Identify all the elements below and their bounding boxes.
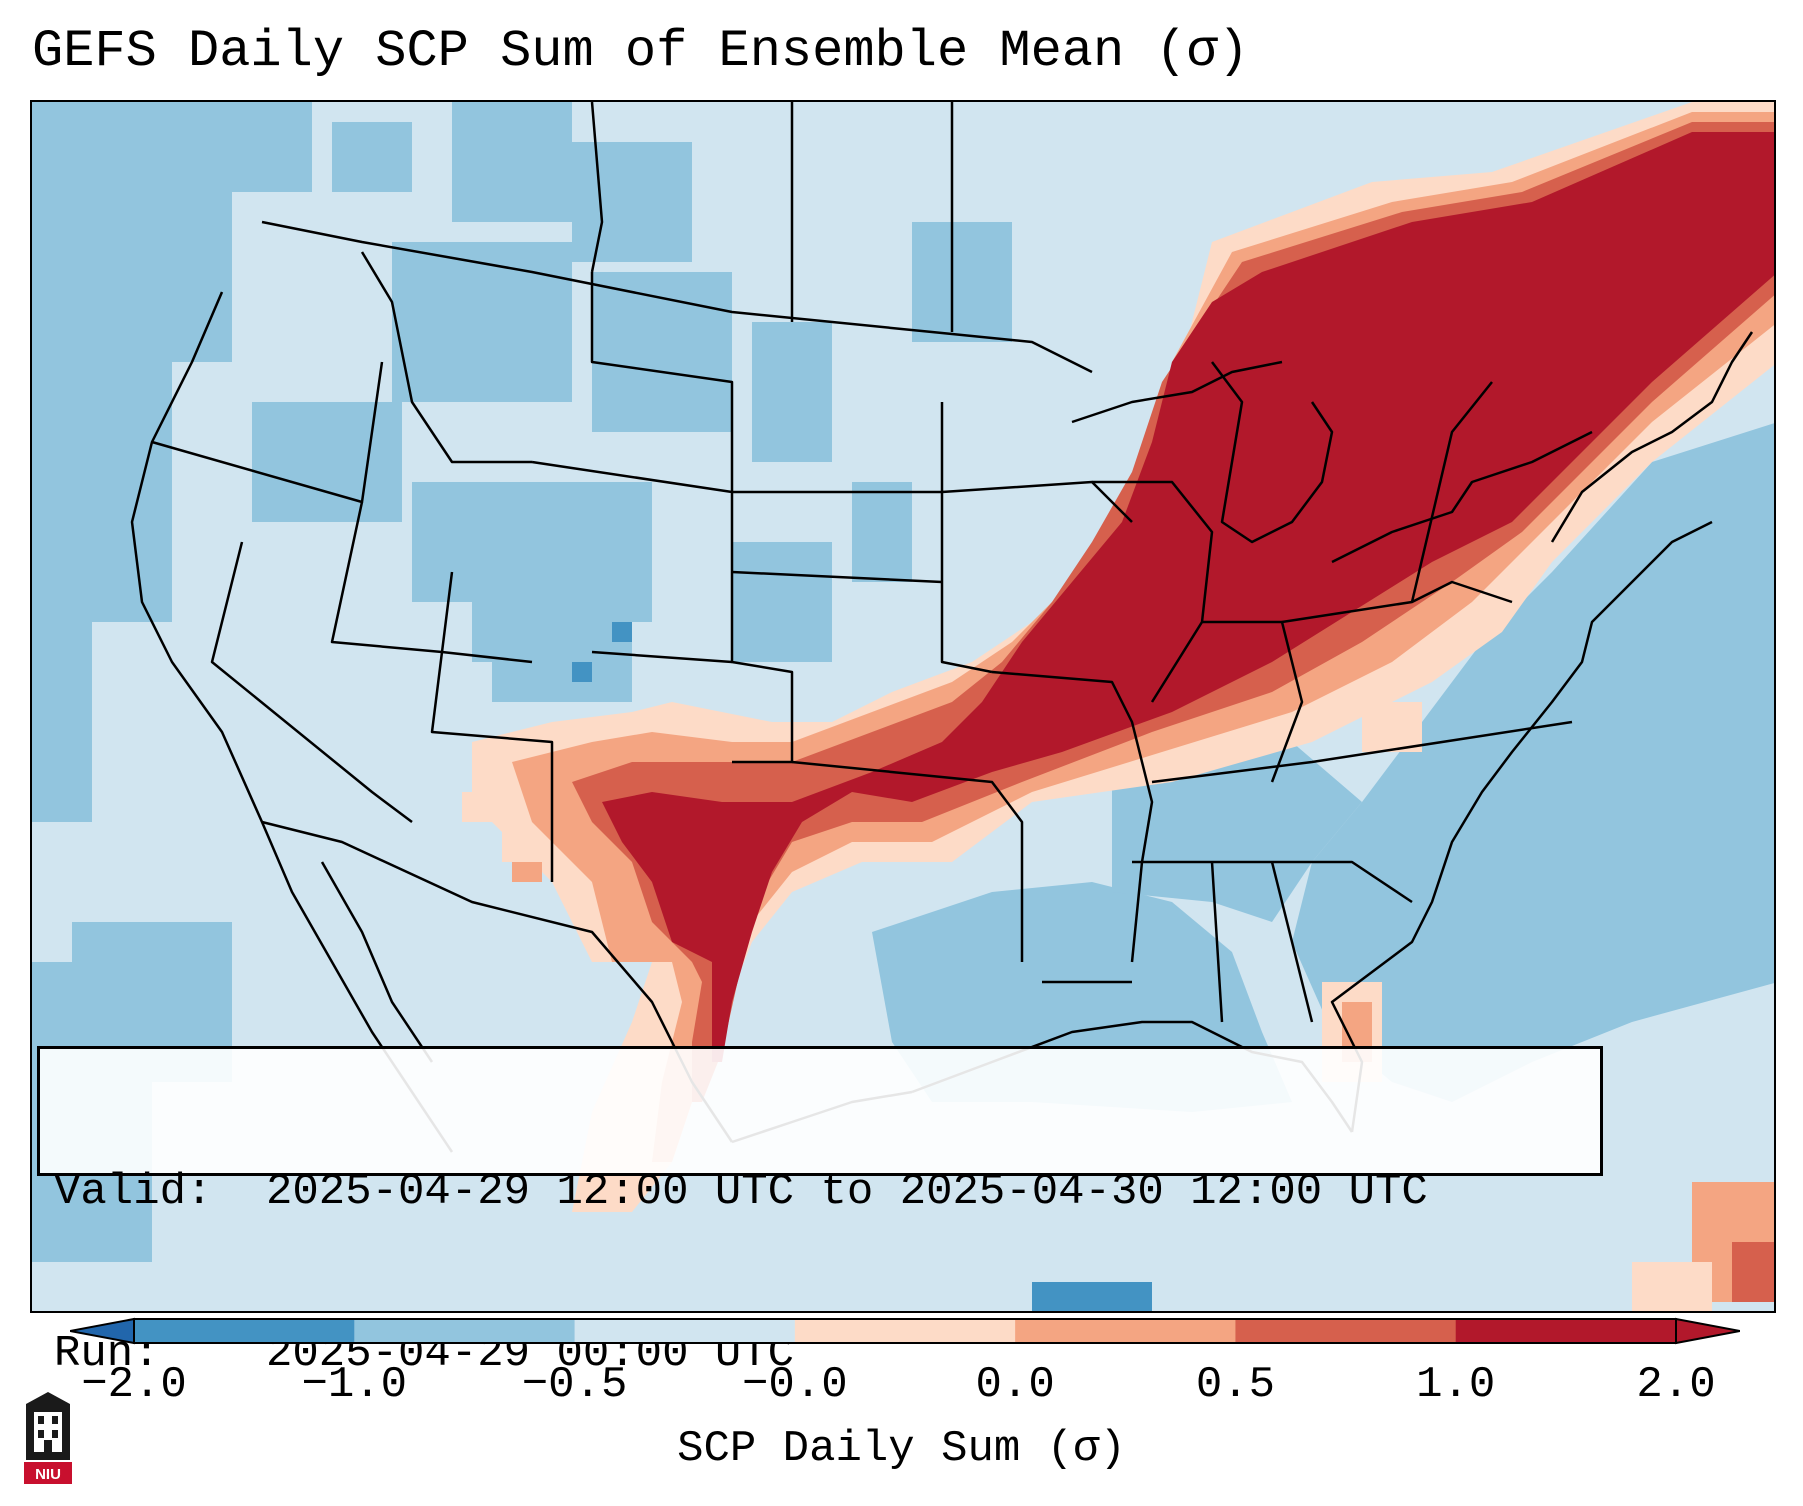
colorbar-bin-3: [794, 1319, 1016, 1343]
state-line-18: [1270, 861, 1314, 1023]
colorbar-ticks: −2.0 −1.0 −0.5 −0.0 0.0 0.5 1.0 2.0: [0, 1360, 1803, 1420]
niu-logo-icon: NIU: [24, 1392, 72, 1484]
logo-badge: [24, 1462, 72, 1484]
scp-anomaly-corridor: [472, 102, 1774, 1212]
atlantic-ocean-field: [1292, 423, 1774, 1102]
state-line-6: [732, 490, 993, 674]
colorbar-tick-label: 0.0: [975, 1360, 1055, 1410]
us-canada-border: [261, 220, 1093, 374]
chart-title: GEFS Daily SCP Sum of Ensemble Mean (σ): [32, 22, 1249, 81]
niu-logo: NIU: [22, 1390, 74, 1488]
colorbar-svg: [69, 1317, 1741, 1345]
state-line-13: [1202, 620, 1304, 783]
state-line-15: [1151, 720, 1573, 784]
colorbar-extend-low: [69, 1317, 135, 1345]
state-line-8: [591, 650, 733, 664]
state-line-24: [590, 272, 734, 492]
baja: [320, 861, 434, 1063]
east-land-field: [1112, 742, 1362, 922]
lake-erie-ontario: [1331, 430, 1593, 564]
colorbar-bin-2: [574, 1319, 796, 1343]
colorbar-tick-label: −1.0: [301, 1360, 408, 1410]
new-england: [1550, 331, 1754, 543]
state-line-21: [590, 102, 604, 273]
colorbar-outline: [133, 1318, 1677, 1344]
colorbar-extend-high: [1675, 1317, 1741, 1345]
scattered-positive-cells: [462, 622, 1774, 1311]
state-line-3: [210, 541, 413, 823]
colorbar-bin-5: [1235, 1319, 1457, 1343]
state-line-5: [531, 460, 794, 764]
state-line-17: [1210, 861, 1224, 1023]
state-line-25: [360, 251, 532, 464]
state-line-10: [991, 670, 1154, 963]
valid-run-box: Valid: 2025-04-29 12:00 UTC to 2025-04-3…: [37, 1046, 1603, 1379]
colorbar-bin-4: [1015, 1319, 1236, 1343]
colorbar-bin-1: [354, 1319, 576, 1343]
colorbar-tick-label: −0.5: [521, 1360, 628, 1410]
state-line-2: [330, 501, 533, 664]
state-line-20: [1410, 381, 1493, 603]
colorbar: [69, 1316, 1741, 1346]
state-line-4: [430, 571, 554, 882]
state-line-16: [1132, 860, 1413, 904]
state-line-14: [1281, 580, 1513, 624]
atlantic-coast: [1330, 520, 1713, 1133]
valid-row: Valid: 2025-04-29 12:00 UTC to 2025-04-3…: [54, 1165, 1600, 1219]
great-lakes-michigan: [1211, 361, 1334, 544]
boundaries: [130, 102, 1754, 1153]
colorbar-tick-label: 0.5: [1195, 1360, 1276, 1410]
colorbar-tick-label: −0.0: [742, 1360, 848, 1410]
colorbar-bin-6: [1455, 1319, 1677, 1343]
colorbar-tick-label: 1.0: [1416, 1360, 1496, 1410]
lake-superior: [1071, 360, 1283, 424]
valid-label: Valid:: [54, 1167, 213, 1217]
state-line-7: [731, 570, 943, 584]
colorbar-tick-label: −2.0: [81, 1360, 187, 1410]
state-line-9: [791, 760, 1024, 962]
colorbar-label: SCP Daily Sum (σ): [677, 1424, 1126, 1474]
state-line-12: [1092, 480, 1214, 703]
logo-text: NIU: [35, 1466, 61, 1483]
colorbar-tick-label: 2.0: [1636, 1360, 1716, 1410]
state-line-11: [940, 402, 1133, 523]
valid-value: 2025-04-29 12:00 UTC to 2025-04-30 12:00…: [266, 1167, 1428, 1217]
colorbar-bin-0: [134, 1319, 355, 1343]
